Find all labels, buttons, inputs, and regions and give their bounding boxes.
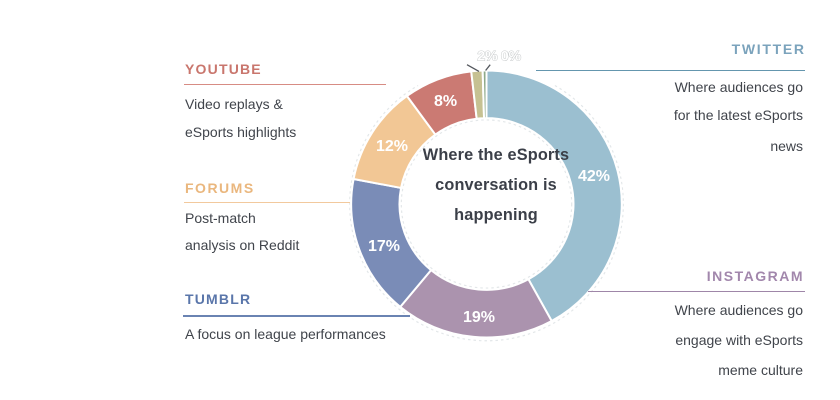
svg-text:0%: 0% [501,48,522,64]
svg-text:2%: 2% [477,48,498,64]
